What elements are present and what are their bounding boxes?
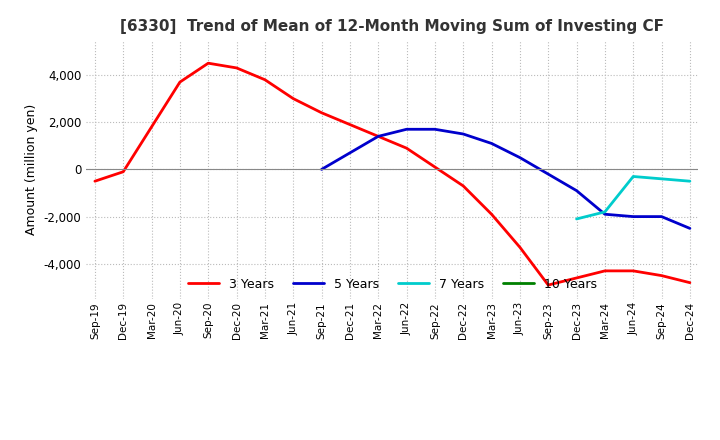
5 Years	[459, 132, 467, 137]
3 Years	[629, 268, 637, 274]
Line: 5 Years: 5 Years	[322, 129, 690, 228]
3 Years	[289, 96, 297, 101]
7 Years	[685, 179, 694, 184]
5 Years	[629, 214, 637, 219]
5 Years	[685, 226, 694, 231]
3 Years	[431, 165, 439, 170]
7 Years	[600, 209, 609, 215]
5 Years	[657, 214, 666, 219]
Legend: 3 Years, 5 Years, 7 Years, 10 Years: 3 Years, 5 Years, 7 Years, 10 Years	[183, 272, 602, 296]
3 Years	[544, 282, 552, 288]
5 Years	[487, 141, 496, 146]
Line: 7 Years: 7 Years	[577, 176, 690, 219]
7 Years	[629, 174, 637, 179]
3 Years	[148, 124, 156, 129]
3 Years	[572, 275, 581, 281]
3 Years	[516, 245, 524, 250]
3 Years	[487, 212, 496, 217]
7 Years	[657, 176, 666, 181]
5 Years	[516, 155, 524, 160]
3 Years	[657, 273, 666, 278]
3 Years	[204, 61, 212, 66]
3 Years	[459, 183, 467, 189]
5 Years	[346, 150, 354, 155]
5 Years	[402, 127, 411, 132]
5 Years	[572, 188, 581, 193]
3 Years	[91, 179, 99, 184]
Y-axis label: Amount (million yen): Amount (million yen)	[25, 104, 38, 235]
Title: [6330]  Trend of Mean of 12-Month Moving Sum of Investing CF: [6330] Trend of Mean of 12-Month Moving …	[120, 19, 665, 34]
5 Years	[600, 212, 609, 217]
Line: 3 Years: 3 Years	[95, 63, 690, 285]
3 Years	[374, 134, 382, 139]
3 Years	[119, 169, 127, 174]
5 Years	[318, 167, 326, 172]
3 Years	[685, 280, 694, 285]
3 Years	[346, 122, 354, 127]
5 Years	[431, 127, 439, 132]
5 Years	[374, 134, 382, 139]
3 Years	[233, 65, 241, 70]
3 Years	[402, 146, 411, 151]
3 Years	[318, 110, 326, 115]
3 Years	[261, 77, 269, 82]
7 Years	[572, 216, 581, 222]
3 Years	[176, 80, 184, 85]
3 Years	[600, 268, 609, 274]
5 Years	[544, 172, 552, 177]
